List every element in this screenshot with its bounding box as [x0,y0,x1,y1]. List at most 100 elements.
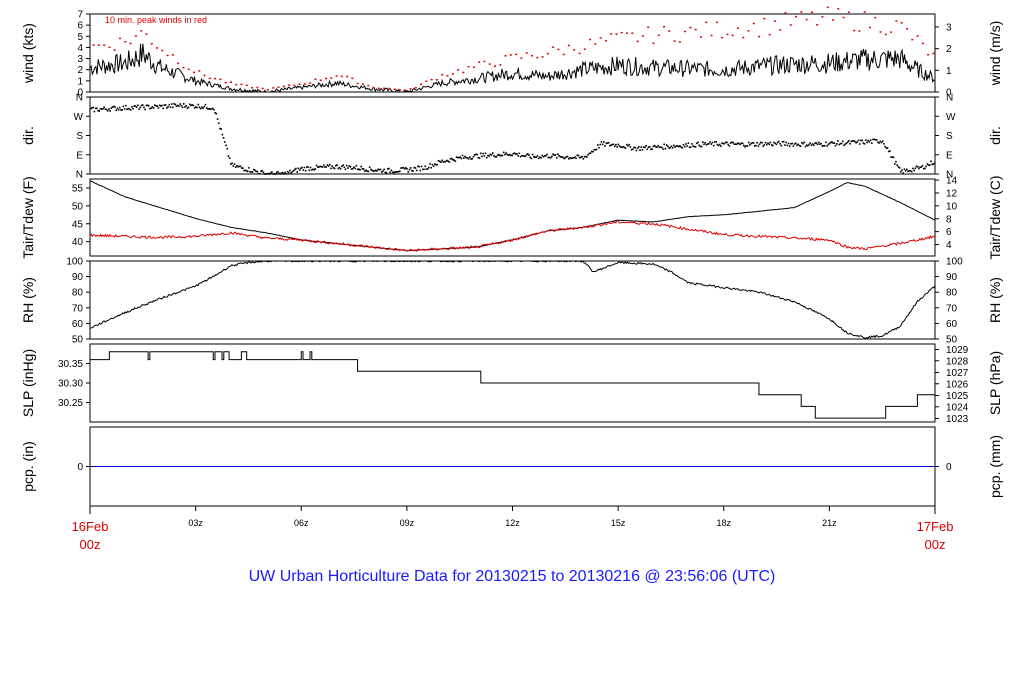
peak-wind-point [890,31,893,33]
direction-point [611,143,614,146]
peak-wind-point [457,69,460,71]
direction-point [516,152,518,155]
direction-point [209,108,212,110]
peak-wind-point [293,84,296,87]
direction-point [172,106,174,109]
direction-point [242,167,244,169]
peak-wind-point [108,46,111,49]
tick-label-left: 0 [77,88,83,99]
direction-point [683,145,686,148]
peak-wind-point [821,16,824,18]
direction-point [791,142,793,145]
tick-label-right: 6 [946,227,952,238]
direction-point [793,143,796,145]
peak-wind-point [398,89,401,91]
direction-point [319,165,321,168]
tick-label-right: 1023 [946,414,969,425]
direction-point [584,155,587,158]
time-tick-label: 06z [294,518,309,528]
direction-point [918,167,920,170]
peak-wind-point [641,35,644,37]
direction-point [528,154,530,156]
direction-point [220,128,222,130]
direction-point [909,169,912,172]
direction-point [656,146,658,148]
direction-point [846,141,849,143]
direction-point [450,157,453,160]
direction-point [640,146,643,148]
direction-point [518,152,521,155]
direction-point [851,140,854,142]
direction-point [180,104,183,107]
direction-point [225,144,227,147]
direction-point [210,108,213,110]
direction-point [924,167,926,170]
peak-wind-point [325,77,328,80]
direction-point [99,108,102,110]
peak-wind-point [853,29,856,32]
peak-wind-point [499,64,502,66]
direction-point [483,155,486,157]
tick-label-left: 60 [72,319,84,330]
peak-wind-point [494,65,497,68]
direction-point [906,168,908,171]
direction-point [557,153,559,155]
direction-point [638,145,640,148]
peak-wind-point [203,74,206,77]
direction-point [297,167,300,170]
peak-wind-point [351,77,354,80]
direction-point [263,173,266,175]
direction-point [799,145,802,147]
peak-wind-point [166,54,169,57]
direction-point [822,145,825,147]
direction-point [397,170,400,173]
direction-point [766,143,768,146]
direction-point [102,108,104,110]
direction-point [135,106,138,108]
direction-point [408,168,411,171]
direction-point [704,141,707,144]
direction-point [810,144,813,146]
peak-wind-point [346,75,349,78]
direction-point [711,141,714,144]
direction-point [575,157,577,160]
direction-point [778,140,780,143]
direction-point [636,147,639,149]
direction-point [376,170,378,172]
peak-wind-point [779,29,782,31]
direction-point [589,152,592,154]
peak-wind-point [435,79,438,81]
peak-wind-point [441,73,444,76]
direction-point [593,148,595,151]
direction-point [605,142,608,145]
tick-label-right: 1029 [946,345,969,356]
peak-wind-point [626,32,629,34]
direction-point [255,170,257,173]
tick-label-left: 2 [77,65,83,76]
direction-point [759,141,762,144]
direction-point [306,166,308,168]
direction-point [128,108,131,110]
direction-point [717,144,720,147]
direction-point [161,104,163,107]
direction-point [904,170,907,172]
tick-label-right: 1025 [946,391,969,402]
direction-point [458,156,460,159]
peak-wind-point [446,75,449,77]
direction-point [813,144,815,146]
direction-point [349,166,352,168]
direction-point [698,144,700,147]
direction-point [289,169,291,172]
direction-point [435,163,437,166]
direction-point [373,170,376,172]
direction-point [606,142,609,144]
direction-point [232,165,235,167]
direction-point [720,145,722,147]
tick-label-right: 70 [946,303,958,314]
peak-wind-point [240,83,243,86]
direction-point [465,156,468,159]
direction-point [108,108,110,110]
peak-wind-point [832,19,835,21]
direction-point [735,143,738,145]
direction-point [94,107,97,110]
